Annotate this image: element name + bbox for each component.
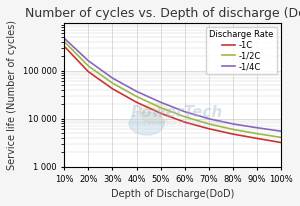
Text: ADVANCED ENERGY STORAGE SYSTEMS: ADVANCED ENERGY STORAGE SYSTEMS xyxy=(128,121,226,126)
-1/4C xyxy=(279,130,283,132)
-1C xyxy=(255,137,259,140)
-1/4C xyxy=(255,126,259,129)
-1C xyxy=(279,141,283,144)
-1C xyxy=(87,70,90,73)
Line: -1C: -1C xyxy=(64,46,281,143)
Circle shape xyxy=(129,112,164,135)
-1/2C xyxy=(255,132,259,135)
-1/2C xyxy=(62,40,66,43)
-1/2C xyxy=(111,82,114,84)
-1C xyxy=(159,112,163,115)
Line: -1/2C: -1/2C xyxy=(64,42,281,137)
-1/4C xyxy=(183,110,187,113)
Circle shape xyxy=(140,103,171,124)
Text: PowerTech: PowerTech xyxy=(131,104,223,119)
-1/2C xyxy=(207,123,211,125)
-1/2C xyxy=(159,107,163,109)
Title: Number of cycles vs. Depth of discharge (DoD): Number of cycles vs. Depth of discharge … xyxy=(25,7,300,20)
Y-axis label: Service life (Number of cycles): Service life (Number of cycles) xyxy=(7,20,17,170)
-1/4C xyxy=(159,101,163,103)
-1/4C xyxy=(111,77,114,79)
-1/4C xyxy=(207,117,211,120)
-1/4C xyxy=(231,123,235,125)
X-axis label: Depth of Discharge(DoD): Depth of Discharge(DoD) xyxy=(111,189,234,199)
-1C xyxy=(135,101,138,103)
-1/2C xyxy=(183,116,187,118)
-1C xyxy=(207,128,211,130)
-1/4C xyxy=(135,90,138,93)
Line: -1/4C: -1/4C xyxy=(64,38,281,131)
-1C xyxy=(231,133,235,135)
-1C xyxy=(183,121,187,123)
-1/4C xyxy=(62,37,66,40)
-1/2C xyxy=(231,128,235,131)
-1C xyxy=(111,88,114,90)
-1/2C xyxy=(135,95,138,98)
-1/2C xyxy=(279,136,283,139)
-1/2C xyxy=(87,65,90,67)
Legend: -1C, -1/2C, -1/4C: -1C, -1/2C, -1/4C xyxy=(206,27,277,74)
-1C xyxy=(62,45,66,48)
-1/4C xyxy=(87,60,90,62)
